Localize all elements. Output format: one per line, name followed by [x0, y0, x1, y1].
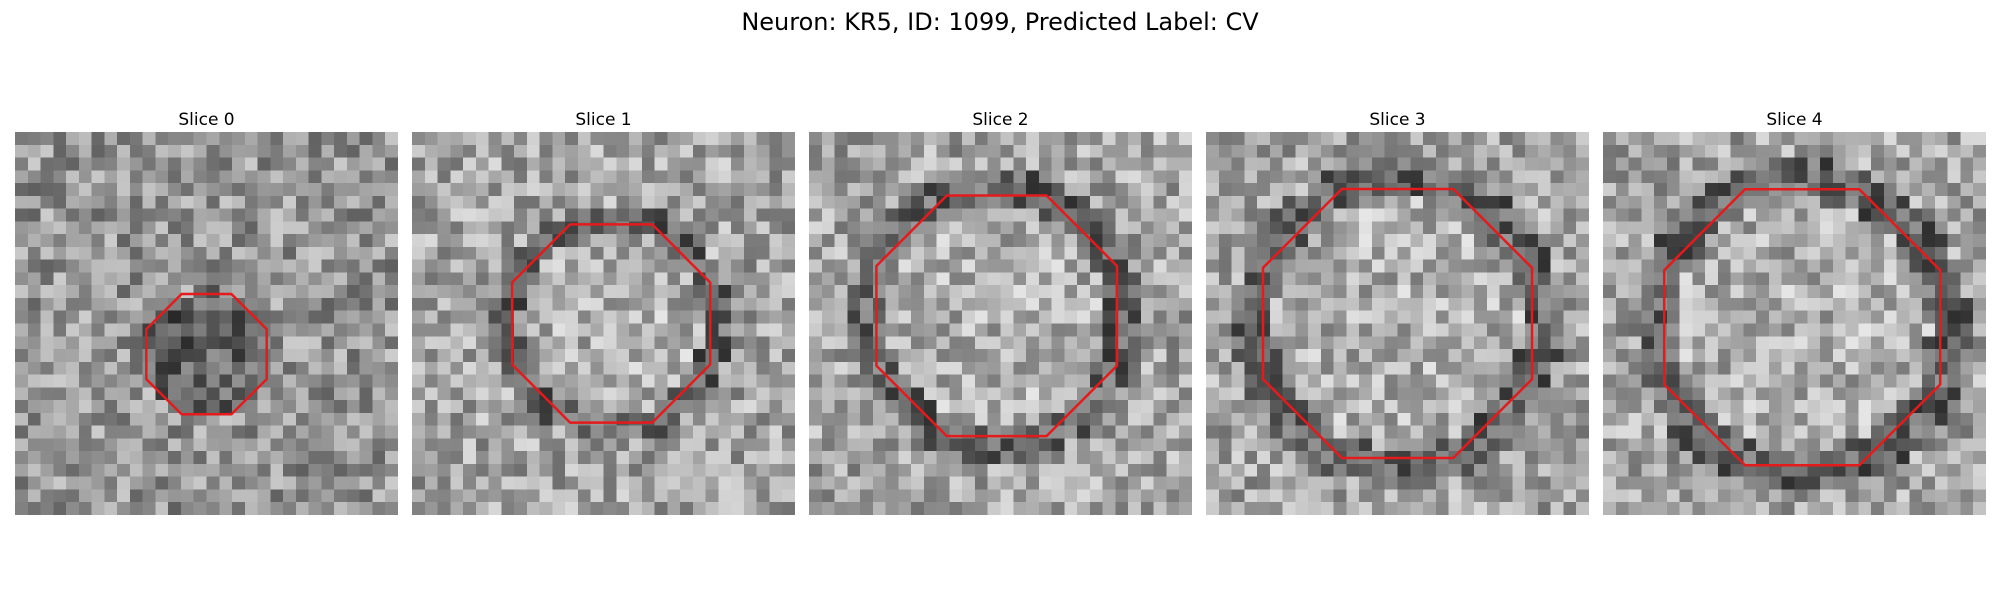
pixel-grid — [412, 132, 795, 515]
pixel-grid — [15, 132, 398, 515]
slice-image — [809, 132, 1192, 515]
slice-title: Slice 1 — [575, 110, 632, 130]
segmentation-contour — [1261, 187, 1534, 460]
pixel-grid — [809, 132, 1192, 515]
slice-panel-2: Slice 2 — [809, 108, 1192, 515]
segmentation-contour — [510, 223, 712, 424]
slice-panel-4: Slice 4 — [1603, 108, 1986, 515]
segmentation-contour — [1662, 188, 1942, 467]
slice-title: Slice 0 — [178, 110, 235, 130]
slice-image — [1206, 132, 1589, 515]
slice-title: Slice 4 — [1766, 110, 1823, 130]
slice-image — [15, 132, 398, 515]
slice-title: Slice 2 — [972, 110, 1029, 130]
segmentation-contour — [875, 194, 1119, 438]
slice-panel-3: Slice 3 — [1206, 108, 1589, 515]
slice-title: Slice 3 — [1369, 110, 1426, 130]
slice-panel-0: Slice 0 — [15, 108, 398, 515]
slice-image — [412, 132, 795, 515]
figure-title: Neuron: KR5, ID: 1099, Predicted Label: … — [741, 8, 1259, 36]
pixel-grid — [1603, 132, 1986, 515]
segmentation-contour — [145, 292, 268, 416]
slice-panel-1: Slice 1 — [412, 108, 795, 515]
slice-image — [1603, 132, 1986, 515]
